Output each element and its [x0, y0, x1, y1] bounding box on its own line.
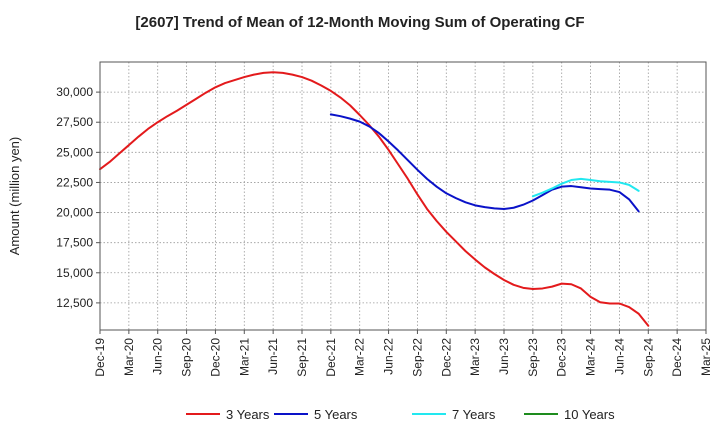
x-tick-label: Mar-25: [699, 338, 713, 376]
x-tick-label: Mar-20: [122, 338, 136, 376]
legend-label-3-years: 3 Years: [226, 407, 270, 422]
x-tick-label: Mar-21: [237, 338, 251, 376]
x-tick-label: Mar-22: [353, 338, 367, 376]
chart-canvas: 12,500 15,000 17,500 20,000 22,500 25,000 27,5…: [0, 0, 720, 440]
series-layer: [100, 72, 648, 326]
y-tick-label: 22,500: [56, 175, 93, 189]
x-tick-label: Jun-20: [151, 338, 165, 375]
x-tick-label: Dec-19: [93, 338, 107, 377]
x-tick-label: Jun-21: [266, 338, 280, 375]
x-tick-label: Jun-24: [612, 338, 626, 375]
x-tick-label: Sep-21: [295, 338, 309, 377]
legend-label-7-years: 7 Years: [452, 407, 496, 422]
x-tick-label: Dec-23: [555, 338, 569, 377]
y-tick-label: 27,500: [56, 115, 93, 129]
series-line-3-years: [100, 72, 648, 326]
y-tick-label: 20,000: [56, 206, 93, 220]
x-tick-label: Sep-20: [180, 338, 194, 377]
x-tick-label: Dec-22: [439, 338, 453, 377]
legend-label-5-years: 5 Years: [314, 407, 358, 422]
x-tick-label: Jun-23: [497, 338, 511, 375]
x-tick-label: Dec-20: [208, 338, 222, 377]
y-tick-label: 12,500: [56, 296, 93, 310]
y-tick-label: 30,000: [56, 85, 93, 99]
y-axis-label: Amount (million yen): [7, 137, 22, 256]
x-tick-label: Sep-24: [641, 338, 655, 377]
y-tick-label: 25,000: [56, 145, 93, 159]
series-line-5-years: [331, 114, 639, 211]
y-tick-label: 17,500: [56, 236, 93, 250]
legend: 3 Years 5 Years 7 Years 10 Years: [186, 407, 615, 422]
x-tick-label: Sep-22: [410, 338, 424, 377]
x-tick-label: Dec-21: [324, 338, 338, 377]
x-tick-label: Dec-24: [670, 338, 684, 377]
x-tick-label: Jun-22: [382, 338, 396, 375]
x-tick-label: Mar-24: [584, 338, 598, 376]
x-tick-label: Mar-23: [468, 338, 482, 376]
y-tick-label: 15,000: [56, 266, 93, 280]
x-tick-label: Sep-23: [526, 338, 540, 377]
legend-label-10-years: 10 Years: [564, 407, 615, 422]
